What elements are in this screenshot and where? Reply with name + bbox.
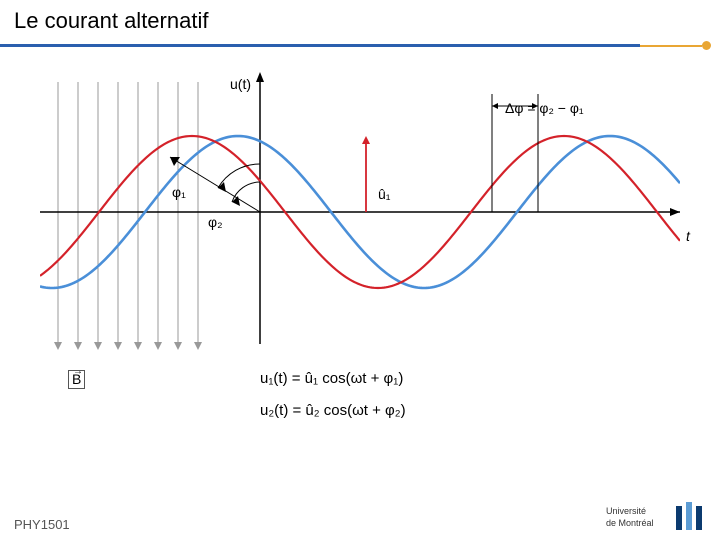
equation-2: u₂(t) = û₂ cos(ωt + φ₂) <box>260 402 406 419</box>
course-code: PHY1501 <box>14 517 70 532</box>
logo-text-2: de Montréal <box>606 518 654 528</box>
slide-title: Le courant alternatif <box>14 8 208 34</box>
b-arrow-icon: → <box>73 366 83 377</box>
phi2-label: φ₂ <box>208 214 223 230</box>
logo-text-1: Université <box>606 506 646 516</box>
university-logo: Université de Montréal <box>606 502 706 534</box>
axis-y-label: u(t) <box>230 76 251 92</box>
wave-chart <box>40 72 680 352</box>
slide-root: Le courant alternatif u(t) t Δφ = φ₂ − φ… <box>0 0 720 540</box>
rule-dot-icon <box>702 41 711 50</box>
rule-orange <box>640 45 702 47</box>
equation-1: u₁(t) = û₁ cos(ωt + φ₁) <box>260 370 403 387</box>
u1-hat-label: û₁ <box>378 186 391 202</box>
b-vector-box: → B <box>68 370 85 389</box>
axis-x-label: t <box>686 228 690 244</box>
title-rule <box>0 44 720 47</box>
phi1-label: φ₁ <box>172 184 186 200</box>
logo-towers-icon <box>676 502 702 530</box>
rule-blue <box>0 44 640 47</box>
phase-diff-label: Δφ = φ₂ − φ₁ <box>505 100 584 116</box>
